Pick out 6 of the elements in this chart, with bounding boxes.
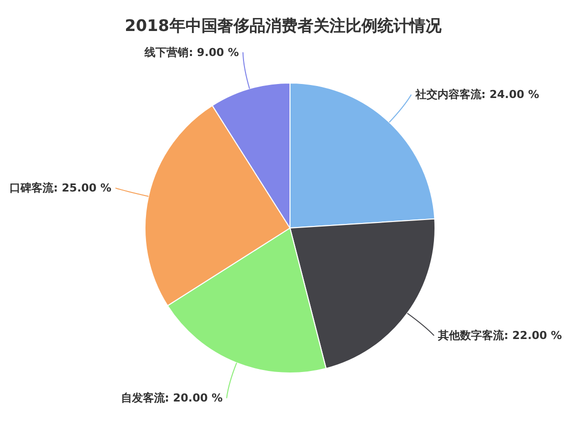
slice-label: 线下营销: 9.00 % (144, 46, 239, 59)
chart-title: 2018年中国奢侈品消费者关注比例统计情况 (124, 16, 442, 36)
slice-label: 自发客流: 20.00 % (120, 392, 223, 405)
slice-label: 社交内容客流: 24.00 % (414, 88, 540, 102)
slice-label: 口碑客流: 25.00 % (10, 182, 112, 195)
slice-label: 其他数字客流: 22.00 % (437, 329, 562, 342)
